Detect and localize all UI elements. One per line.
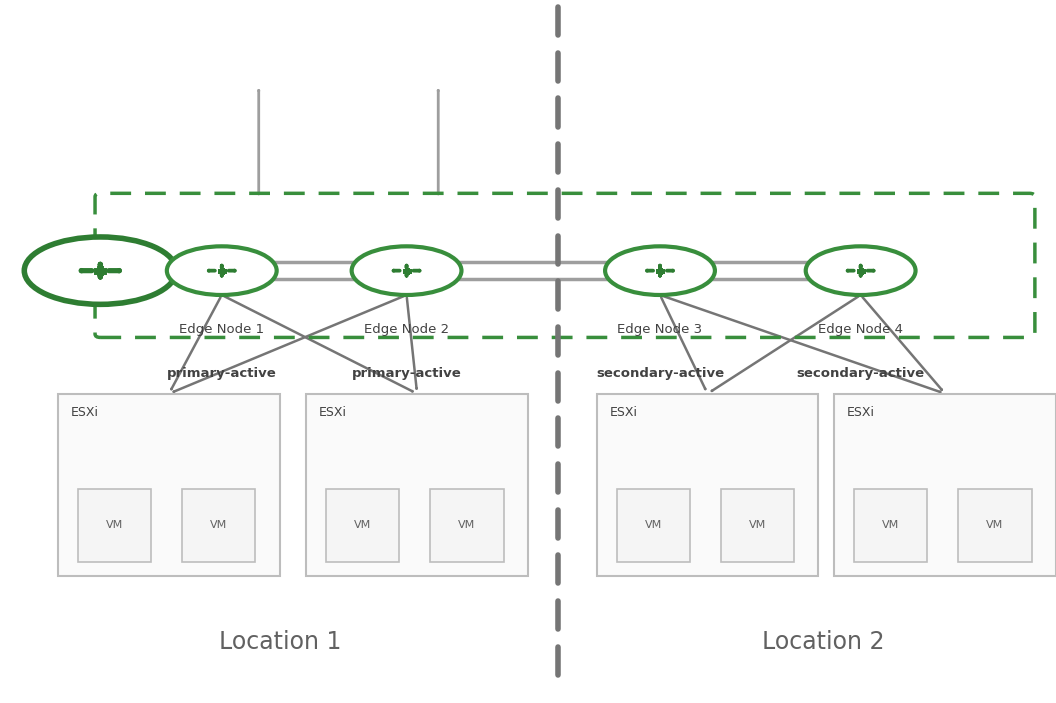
Text: VM: VM xyxy=(882,520,900,530)
Text: VM: VM xyxy=(986,520,1003,530)
FancyBboxPatch shape xyxy=(78,489,151,562)
Text: primary-active: primary-active xyxy=(352,367,461,380)
Ellipse shape xyxy=(806,246,916,295)
Text: ESXi: ESXi xyxy=(319,406,347,419)
Text: Edge Node 2: Edge Node 2 xyxy=(364,323,449,336)
Text: Edge Node 3: Edge Node 3 xyxy=(618,323,702,336)
Text: VM: VM xyxy=(644,520,662,530)
Ellipse shape xyxy=(167,246,277,295)
FancyBboxPatch shape xyxy=(306,394,528,576)
Text: VM: VM xyxy=(458,520,475,530)
Text: Location 1: Location 1 xyxy=(219,630,341,654)
Text: Edge Node 4: Edge Node 4 xyxy=(818,323,903,336)
Text: VM: VM xyxy=(354,520,372,530)
Text: primary-active: primary-active xyxy=(167,367,277,380)
FancyBboxPatch shape xyxy=(617,489,690,562)
FancyBboxPatch shape xyxy=(58,394,280,576)
Text: Location 2: Location 2 xyxy=(762,630,885,654)
Text: ESXi: ESXi xyxy=(609,406,638,419)
Text: ESXi: ESXi xyxy=(71,406,99,419)
Text: secondary-active: secondary-active xyxy=(796,367,925,380)
Ellipse shape xyxy=(24,237,176,304)
Text: VM: VM xyxy=(749,520,766,530)
FancyBboxPatch shape xyxy=(834,394,1056,576)
FancyBboxPatch shape xyxy=(959,489,1032,562)
Text: Edge Node 1: Edge Node 1 xyxy=(180,323,264,336)
Text: VM: VM xyxy=(106,520,124,530)
FancyBboxPatch shape xyxy=(854,489,927,562)
Text: VM: VM xyxy=(210,520,227,530)
Text: ESXi: ESXi xyxy=(847,406,875,419)
FancyBboxPatch shape xyxy=(431,489,504,562)
Ellipse shape xyxy=(352,246,461,295)
FancyBboxPatch shape xyxy=(326,489,399,562)
FancyBboxPatch shape xyxy=(721,489,794,562)
FancyBboxPatch shape xyxy=(597,394,818,576)
Text: secondary-active: secondary-active xyxy=(596,367,724,380)
FancyBboxPatch shape xyxy=(183,489,256,562)
Ellipse shape xyxy=(605,246,715,295)
